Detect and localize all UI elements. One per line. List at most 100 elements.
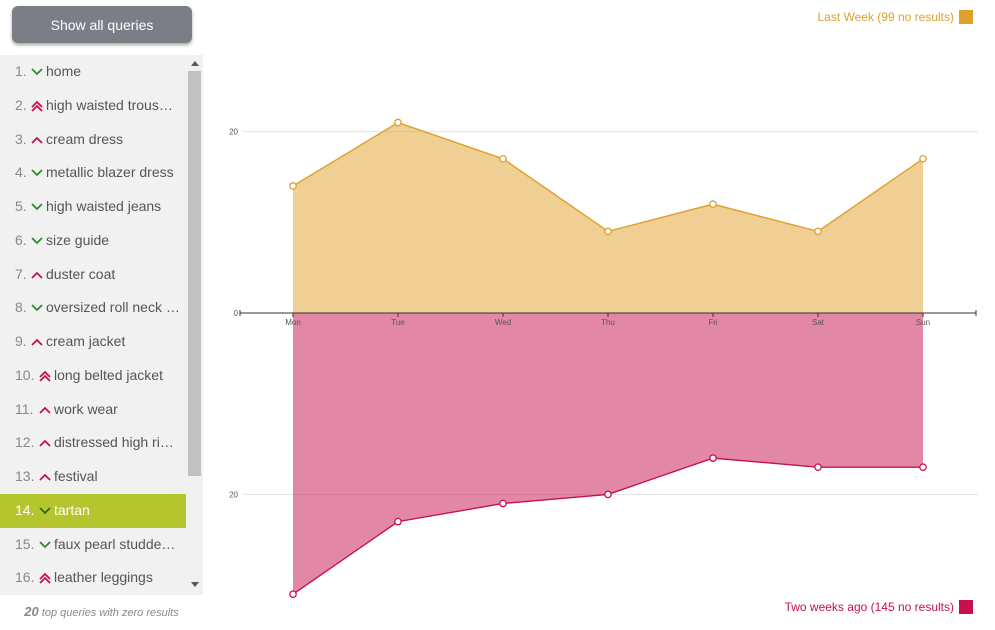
query-list-item[interactable]: 10. long belted jacket <box>0 359 186 393</box>
query-label: faux pearl studde… <box>54 528 175 561</box>
scroll-thumb[interactable] <box>188 71 201 476</box>
query-list-item[interactable]: 7. duster coat <box>0 258 186 292</box>
trend-up-icon <box>30 133 44 147</box>
data-point <box>920 156 926 162</box>
query-label: high waisted jeans <box>46 190 161 223</box>
query-label: home <box>46 55 81 88</box>
query-list-item[interactable]: 16. leather leggings <box>0 561 186 595</box>
x-tick-label: Sun <box>916 318 930 327</box>
query-label: work wear <box>54 393 118 426</box>
x-tick-label: Wed <box>495 318 511 327</box>
query-sidebar: Show all queries 1. home 2. high waisted tr… <box>0 0 203 630</box>
trend-up-icon <box>38 470 52 484</box>
trend-down-icon <box>30 234 44 248</box>
query-list-item[interactable]: 11. work wear <box>0 393 186 427</box>
trend-down-icon <box>38 504 52 518</box>
x-tick-label: Fri <box>708 318 718 327</box>
query-rank: 11. <box>15 393 33 426</box>
query-label: metallic blazer dress <box>46 156 174 189</box>
query-label: size guide <box>46 224 109 257</box>
query-list-item[interactable]: 14. tartan <box>0 494 186 528</box>
trend-up-icon <box>30 268 44 282</box>
zero-results-area-chart: Mon Tue Wed Thu Fri Sat Sun 20 0 20 <box>203 0 995 630</box>
query-rank: 12. <box>15 426 34 459</box>
query-list-item[interactable]: 9. cream jacket <box>0 325 186 359</box>
query-list-panel: 1. home 2. high waisted trous… 3. cream dress… <box>0 55 203 595</box>
trend-down-icon <box>30 200 44 214</box>
query-rank: 2. <box>15 89 27 122</box>
trend-double-up-icon <box>38 571 52 585</box>
trend-up-icon <box>38 403 52 417</box>
query-list: 1. home 2. high waisted trous… 3. cream dress… <box>0 55 186 595</box>
query-label: festival <box>54 460 98 493</box>
y-tick-label: 0 <box>234 309 239 318</box>
data-point <box>395 518 401 524</box>
data-point <box>710 201 716 207</box>
legend-two-weeks-ago: Two weeks ago (145 no results) <box>785 600 973 614</box>
x-tick-label: Sat <box>812 318 825 327</box>
query-rank: 10. <box>15 359 34 392</box>
data-point <box>500 500 506 506</box>
scroll-up-arrow-icon[interactable] <box>191 61 199 66</box>
query-label: tartan <box>54 494 90 527</box>
data-point <box>605 491 611 497</box>
query-list-item[interactable]: 2. high waisted trous… <box>0 89 186 123</box>
zero-results-count: 20 <box>24 604 38 619</box>
query-label: cream dress <box>46 123 123 156</box>
query-list-item[interactable]: 12. distressed high ri… <box>0 426 186 460</box>
query-label: cream jacket <box>46 325 125 358</box>
query-rank: 9. <box>15 325 27 358</box>
query-label: high waisted trous… <box>46 89 173 122</box>
query-label: leather leggings <box>54 561 153 594</box>
query-list-item[interactable]: 3. cream dress <box>0 123 186 157</box>
query-list-item[interactable]: 15. faux pearl studde… <box>0 528 186 562</box>
data-point <box>290 183 296 189</box>
trend-down-icon <box>30 166 44 180</box>
query-rank: 16. <box>15 561 34 594</box>
data-point <box>605 228 611 234</box>
query-label: duster coat <box>46 258 115 291</box>
legend-two-weeks-ago-swatch <box>959 600 973 614</box>
x-tick-label: Mon <box>285 318 301 327</box>
legend-two-weeks-ago-label: Two weeks ago (145 no results) <box>785 600 954 614</box>
query-label: distressed high ri… <box>54 426 174 459</box>
trend-down-icon <box>38 538 52 552</box>
data-point <box>395 119 401 125</box>
zero-results-footer: 20 top queries with zero results <box>0 604 203 619</box>
query-rank: 1. <box>15 55 27 88</box>
trend-double-up-icon <box>38 369 52 383</box>
query-rank: 5. <box>15 190 27 223</box>
series-area <box>293 123 923 313</box>
query-rank: 13. <box>15 460 34 493</box>
query-list-item[interactable]: 1. home <box>0 55 186 89</box>
query-list-item[interactable]: 4. metallic blazer dress <box>0 156 186 190</box>
data-point <box>290 591 296 597</box>
query-list-item[interactable]: 13. festival <box>0 460 186 494</box>
query-list-item[interactable]: 6. size guide <box>0 224 186 258</box>
legend-last-week-swatch <box>959 10 973 24</box>
y-tick-label: 20 <box>229 128 238 137</box>
trend-double-up-icon <box>30 99 44 113</box>
trend-down-icon <box>30 65 44 79</box>
query-rank: 15. <box>15 528 34 561</box>
query-rank: 4. <box>15 156 27 189</box>
data-point <box>710 455 716 461</box>
scrollbar[interactable] <box>186 55 203 595</box>
query-list-item[interactable]: 5. high waisted jeans <box>0 190 186 224</box>
zero-results-text: top queries with zero results <box>42 607 179 619</box>
show-all-queries-button[interactable]: Show all queries <box>12 6 192 43</box>
query-rank: 3. <box>15 123 27 156</box>
legend-last-week: Last Week (99 no results) <box>817 10 973 24</box>
query-rank: 8. <box>15 291 27 324</box>
x-tick-label: Thu <box>601 318 615 327</box>
query-label: long belted jacket <box>54 359 163 392</box>
legend-last-week-label: Last Week (99 no results) <box>817 10 954 24</box>
query-list-item[interactable]: 8. oversized roll neck … <box>0 291 186 325</box>
query-rank: 7. <box>15 258 27 291</box>
series-area <box>293 313 923 594</box>
query-rank: 6. <box>15 224 27 257</box>
trend-down-icon <box>30 301 44 315</box>
trend-up-icon <box>30 335 44 349</box>
data-point <box>500 156 506 162</box>
scroll-down-arrow-icon[interactable] <box>191 582 199 587</box>
